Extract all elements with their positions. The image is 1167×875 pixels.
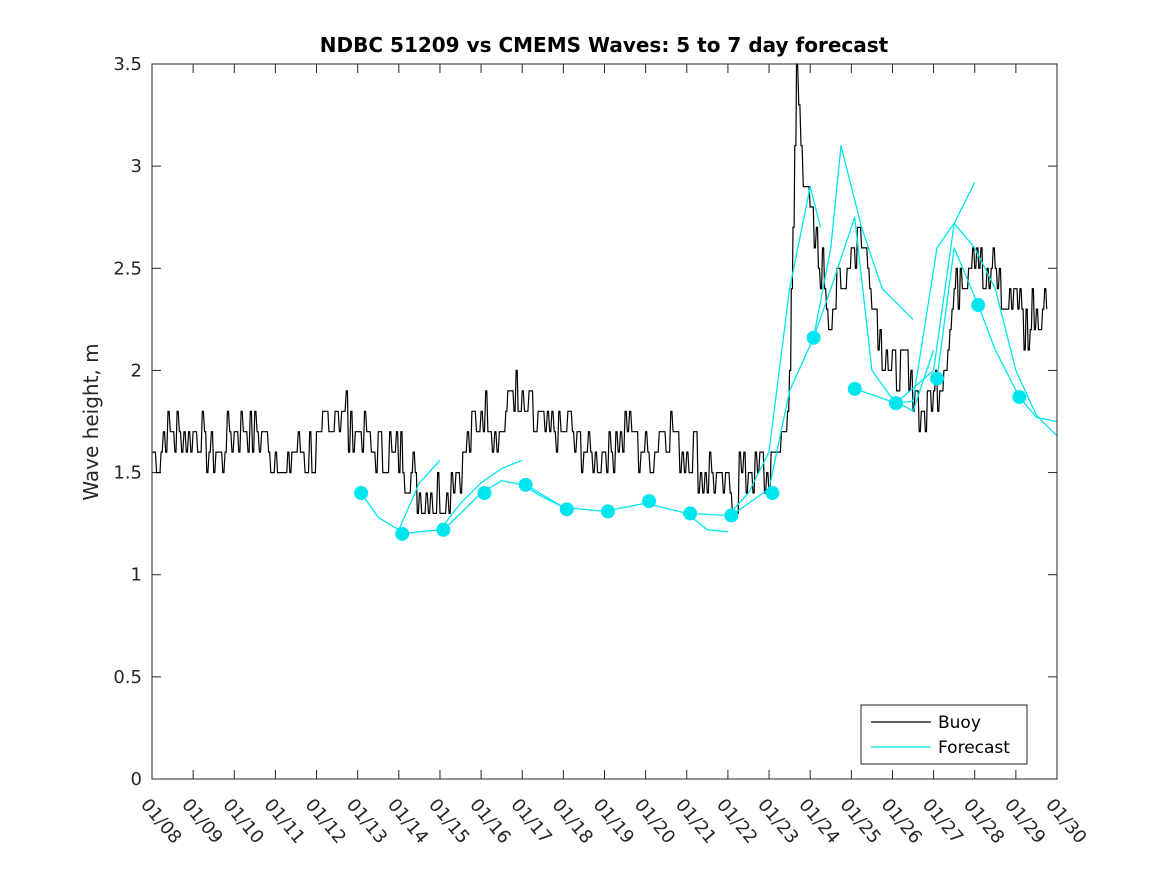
forecast-marker [847,381,862,396]
forecast-series-line [936,247,1058,423]
forecast-marker [518,477,533,492]
forecast-marker [806,330,821,345]
legend-buoy-label: Buoy [938,713,981,733]
y-tick-label: 2 [131,360,142,381]
forecast-marker [888,396,903,411]
forecast-series-line [812,216,935,412]
forecast-marker [559,502,574,517]
forecast-marker [683,506,698,521]
plot-background [152,64,1057,779]
forecast-marker [477,486,492,500]
legend-box [860,704,1028,765]
y-tick-label: 0.5 [113,667,142,688]
forecast-series-line [854,182,976,404]
forecast-series-line [730,145,914,517]
y-tick-label: 0 [131,769,142,790]
y-tick-label: 3 [131,156,142,177]
forecast-marker [765,486,780,500]
plot-area: 01/0801/0901/1001/1101/1201/1301/1401/15… [113,54,1090,848]
y-axis-label: Wave height, m [79,343,103,500]
y-tick-label: 1 [131,565,142,586]
legend-forecast-label: Forecast [938,738,1010,758]
forecast-marker [354,486,369,500]
forecast-marker [724,508,739,523]
chart-title: NDBC 51209 vs CMEMS Waves: 5 to 7 day fo… [320,33,889,57]
y-tick-label: 3.5 [113,54,142,75]
plot-frame [151,63,1058,780]
forecast-series-line [442,480,564,531]
forecast-series-line [402,459,523,535]
forecast-marker [600,504,615,519]
forecast-marker [971,298,986,313]
forecast-marker [436,522,451,537]
forecast-series-line [895,222,1058,437]
y-tick-label: 1.5 [113,463,142,484]
forecast-marker [642,494,657,509]
forecast-marker [930,371,945,386]
forecast-marker [1012,389,1027,404]
forecast-marker [395,526,410,541]
y-tick-label: 2.5 [113,258,142,279]
buoy-series-line [152,63,1048,515]
